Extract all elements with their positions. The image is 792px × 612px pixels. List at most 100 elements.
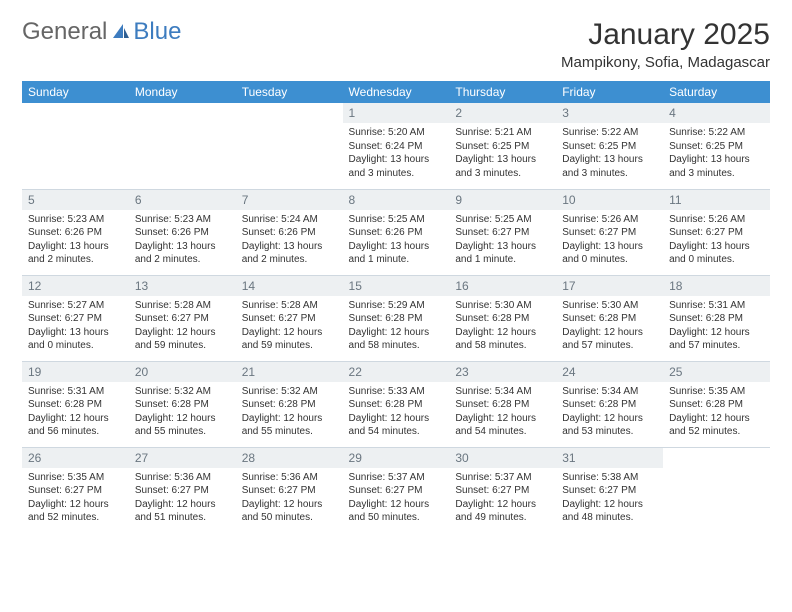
calendar-day-cell: 18Sunrise: 5:31 AMSunset: 6:28 PMDayligh…	[663, 275, 770, 361]
daylight-text: Daylight: 13 hours and 2 minutes.	[242, 240, 337, 267]
calendar-week-row: 19Sunrise: 5:31 AMSunset: 6:28 PMDayligh…	[22, 361, 770, 447]
day-info: Sunrise: 5:31 AMSunset: 6:28 PMDaylight:…	[22, 382, 129, 443]
day-info: Sunrise: 5:28 AMSunset: 6:27 PMDaylight:…	[236, 296, 343, 357]
calendar-day-cell: 16Sunrise: 5:30 AMSunset: 6:28 PMDayligh…	[449, 275, 556, 361]
calendar-week-row: 5Sunrise: 5:23 AMSunset: 6:26 PMDaylight…	[22, 189, 770, 275]
sunset-text: Sunset: 6:28 PM	[135, 398, 230, 412]
day-number: 7	[236, 190, 343, 210]
sunrise-text: Sunrise: 5:36 AM	[135, 471, 230, 485]
sunrise-text: Sunrise: 5:31 AM	[28, 385, 123, 399]
day-number: 6	[129, 190, 236, 210]
sunrise-text: Sunrise: 5:37 AM	[455, 471, 550, 485]
daylight-text: Daylight: 12 hours and 55 minutes.	[242, 412, 337, 439]
day-info: Sunrise: 5:35 AMSunset: 6:28 PMDaylight:…	[663, 382, 770, 443]
calendar-day-cell: 8Sunrise: 5:25 AMSunset: 6:26 PMDaylight…	[343, 189, 450, 275]
calendar-day-cell: 26Sunrise: 5:35 AMSunset: 6:27 PMDayligh…	[22, 447, 129, 533]
sunset-text: Sunset: 6:27 PM	[135, 484, 230, 498]
sunrise-text: Sunrise: 5:32 AM	[135, 385, 230, 399]
day-number	[236, 103, 343, 109]
day-info: Sunrise: 5:36 AMSunset: 6:27 PMDaylight:…	[236, 468, 343, 529]
day-number: 13	[129, 276, 236, 296]
sunrise-text: Sunrise: 5:38 AM	[562, 471, 657, 485]
day-number: 1	[343, 103, 450, 123]
sunset-text: Sunset: 6:27 PM	[349, 484, 444, 498]
daylight-text: Daylight: 13 hours and 3 minutes.	[562, 153, 657, 180]
sunset-text: Sunset: 6:28 PM	[455, 312, 550, 326]
sunrise-text: Sunrise: 5:26 AM	[669, 213, 764, 227]
day-info: Sunrise: 5:34 AMSunset: 6:28 PMDaylight:…	[449, 382, 556, 443]
day-number: 28	[236, 448, 343, 468]
brand-part1: General	[22, 18, 107, 46]
day-number: 9	[449, 190, 556, 210]
day-number: 8	[343, 190, 450, 210]
sunset-text: Sunset: 6:27 PM	[455, 484, 550, 498]
daylight-text: Daylight: 13 hours and 2 minutes.	[28, 240, 123, 267]
sunset-text: Sunset: 6:26 PM	[242, 226, 337, 240]
day-number: 10	[556, 190, 663, 210]
sunset-text: Sunset: 6:25 PM	[669, 140, 764, 154]
day-info: Sunrise: 5:37 AMSunset: 6:27 PMDaylight:…	[343, 468, 450, 529]
calendar-day-cell: 27Sunrise: 5:36 AMSunset: 6:27 PMDayligh…	[129, 447, 236, 533]
weekday-header: Monday	[129, 81, 236, 103]
calendar-day-cell: 3Sunrise: 5:22 AMSunset: 6:25 PMDaylight…	[556, 103, 663, 189]
sunset-text: Sunset: 6:28 PM	[349, 398, 444, 412]
brand-part2: Blue	[133, 18, 181, 46]
calendar-day-cell: 10Sunrise: 5:26 AMSunset: 6:27 PMDayligh…	[556, 189, 663, 275]
day-number: 25	[663, 362, 770, 382]
sunrise-text: Sunrise: 5:26 AM	[562, 213, 657, 227]
day-number: 21	[236, 362, 343, 382]
calendar-day-cell: 2Sunrise: 5:21 AMSunset: 6:25 PMDaylight…	[449, 103, 556, 189]
day-info: Sunrise: 5:37 AMSunset: 6:27 PMDaylight:…	[449, 468, 556, 529]
day-number: 2	[449, 103, 556, 123]
calendar-day-cell: 5Sunrise: 5:23 AMSunset: 6:26 PMDaylight…	[22, 189, 129, 275]
sunrise-text: Sunrise: 5:36 AM	[242, 471, 337, 485]
day-number: 14	[236, 276, 343, 296]
sunset-text: Sunset: 6:25 PM	[455, 140, 550, 154]
day-info: Sunrise: 5:38 AMSunset: 6:27 PMDaylight:…	[556, 468, 663, 529]
day-number: 17	[556, 276, 663, 296]
day-info: Sunrise: 5:26 AMSunset: 6:27 PMDaylight:…	[663, 210, 770, 271]
sunrise-text: Sunrise: 5:28 AM	[242, 299, 337, 313]
calendar-day-cell: 23Sunrise: 5:34 AMSunset: 6:28 PMDayligh…	[449, 361, 556, 447]
daylight-text: Daylight: 13 hours and 3 minutes.	[669, 153, 764, 180]
sunrise-text: Sunrise: 5:21 AM	[455, 126, 550, 140]
daylight-text: Daylight: 12 hours and 49 minutes.	[455, 498, 550, 525]
calendar-day-cell: 25Sunrise: 5:35 AMSunset: 6:28 PMDayligh…	[663, 361, 770, 447]
calendar-day-cell: 15Sunrise: 5:29 AMSunset: 6:28 PMDayligh…	[343, 275, 450, 361]
sunrise-text: Sunrise: 5:23 AM	[28, 213, 123, 227]
day-info: Sunrise: 5:24 AMSunset: 6:26 PMDaylight:…	[236, 210, 343, 271]
calendar-week-row: 12Sunrise: 5:27 AMSunset: 6:27 PMDayligh…	[22, 275, 770, 361]
sunrise-text: Sunrise: 5:29 AM	[349, 299, 444, 313]
day-number: 4	[663, 103, 770, 123]
calendar-day-cell	[129, 103, 236, 189]
day-info: Sunrise: 5:30 AMSunset: 6:28 PMDaylight:…	[556, 296, 663, 357]
day-number: 16	[449, 276, 556, 296]
day-info: Sunrise: 5:30 AMSunset: 6:28 PMDaylight:…	[449, 296, 556, 357]
daylight-text: Daylight: 12 hours and 58 minutes.	[455, 326, 550, 353]
sunset-text: Sunset: 6:28 PM	[562, 312, 657, 326]
sunrise-text: Sunrise: 5:28 AM	[135, 299, 230, 313]
day-info: Sunrise: 5:22 AMSunset: 6:25 PMDaylight:…	[556, 123, 663, 184]
daylight-text: Daylight: 12 hours and 50 minutes.	[242, 498, 337, 525]
calendar-day-cell: 13Sunrise: 5:28 AMSunset: 6:27 PMDayligh…	[129, 275, 236, 361]
title-block: January 2025 Mampikony, Sofia, Madagasca…	[561, 18, 770, 71]
sunset-text: Sunset: 6:27 PM	[135, 312, 230, 326]
day-info: Sunrise: 5:32 AMSunset: 6:28 PMDaylight:…	[129, 382, 236, 443]
weekday-header-row: Sunday Monday Tuesday Wednesday Thursday…	[22, 81, 770, 103]
daylight-text: Daylight: 12 hours and 53 minutes.	[562, 412, 657, 439]
sunset-text: Sunset: 6:27 PM	[562, 226, 657, 240]
day-number: 26	[22, 448, 129, 468]
calendar-day-cell: 24Sunrise: 5:34 AMSunset: 6:28 PMDayligh…	[556, 361, 663, 447]
day-info: Sunrise: 5:28 AMSunset: 6:27 PMDaylight:…	[129, 296, 236, 357]
sunset-text: Sunset: 6:24 PM	[349, 140, 444, 154]
calendar-day-cell: 31Sunrise: 5:38 AMSunset: 6:27 PMDayligh…	[556, 447, 663, 533]
calendar-day-cell: 7Sunrise: 5:24 AMSunset: 6:26 PMDaylight…	[236, 189, 343, 275]
day-number: 19	[22, 362, 129, 382]
day-number: 20	[129, 362, 236, 382]
day-info: Sunrise: 5:21 AMSunset: 6:25 PMDaylight:…	[449, 123, 556, 184]
daylight-text: Daylight: 13 hours and 0 minutes.	[669, 240, 764, 267]
sunrise-text: Sunrise: 5:30 AM	[455, 299, 550, 313]
calendar-day-cell: 19Sunrise: 5:31 AMSunset: 6:28 PMDayligh…	[22, 361, 129, 447]
day-number: 30	[449, 448, 556, 468]
day-number	[129, 103, 236, 109]
